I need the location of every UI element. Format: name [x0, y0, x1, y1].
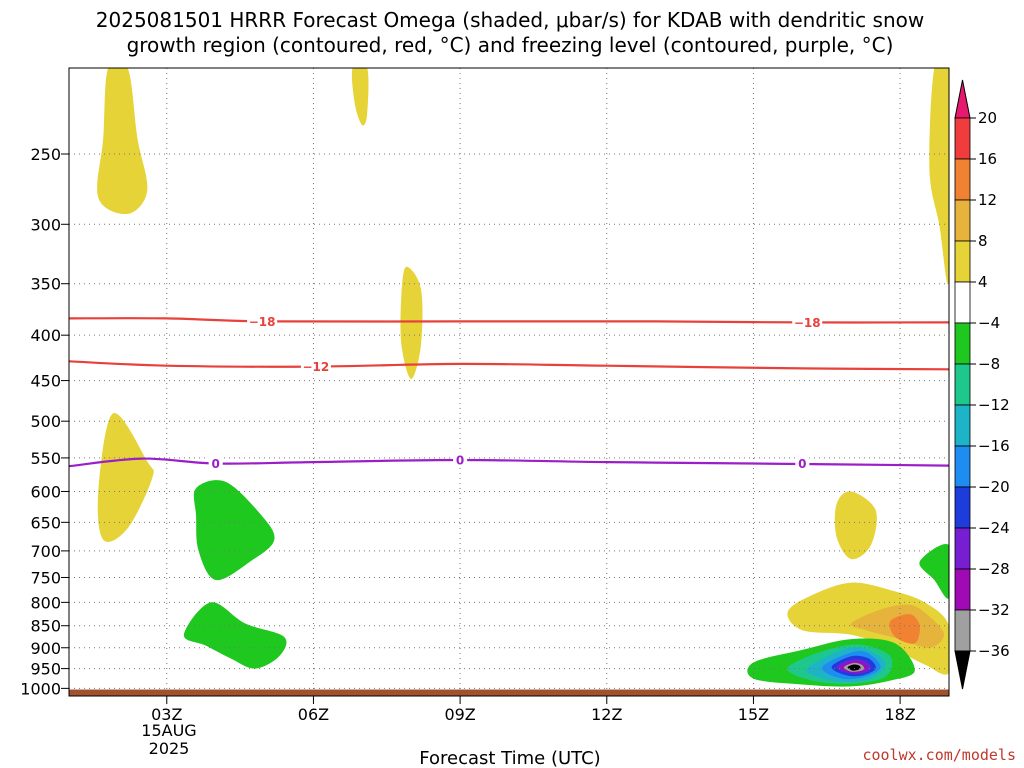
contour-label-bg-3 [208, 456, 223, 471]
y-tick-label-850: 850 [30, 617, 61, 636]
omega-region-2 [400, 266, 423, 379]
y-tick-label-600: 600 [30, 482, 61, 501]
contour-label-0: −18 [249, 315, 276, 329]
contour-label-3: 0 [211, 457, 219, 471]
colorbar-label-8: −16 [978, 437, 1010, 455]
title-line-2: growth region (contoured, red, °C) and f… [127, 33, 894, 57]
colorbar: 20 16 12 8 4 −4 −8 −12 −16 −20 −24 −28 −32 −36 [954, 79, 1010, 690]
ground-surface [69, 689, 949, 696]
omega-region-10 [183, 602, 287, 669]
y-tick-label-250: 250 [30, 145, 61, 164]
colorbar-label-12: −32 [978, 601, 1010, 619]
omega-region-5 [834, 491, 877, 560]
y-axis: 250 300 350 400 450 500 550 600 650 700 750 800 850 9… [20, 145, 69, 698]
colorbar-label-13: −36 [978, 642, 1010, 660]
colorbar-band-7 [954, 404, 971, 447]
y-tick-label-1000: 1000 [20, 679, 61, 698]
contour-line-2 [69, 457, 949, 468]
y-tick-label-450: 450 [30, 372, 61, 391]
colorbar-label-2: 12 [978, 191, 997, 209]
colorbar-band-3 [954, 240, 971, 283]
omega-region-1 [351, 68, 369, 126]
colorbar-band-12 [954, 609, 971, 652]
y-tick-label-300: 300 [30, 215, 61, 234]
omega-region-4 [929, 68, 949, 285]
colorbar-label-5: −4 [978, 314, 1000, 332]
x-tick-label-12Z: 12Z [591, 705, 622, 724]
colorbar-band-5 [954, 322, 971, 365]
y-tick-label-350: 350 [30, 275, 61, 294]
x-tick-label-09Z: 09Z [444, 705, 475, 724]
omega-region-8 [889, 614, 920, 644]
colorbar-band-6 [954, 363, 971, 406]
contour-label-2: −12 [303, 360, 330, 374]
colorbar-label-1: 16 [978, 150, 997, 168]
x-tick-label-06Z: 06Z [298, 705, 329, 724]
y-tick-label-700: 700 [30, 542, 61, 561]
colorbar-band-0 [954, 117, 971, 160]
colorbar-band-8 [954, 445, 971, 488]
contour-label-bg-0 [247, 314, 278, 329]
colorbar-band-10 [954, 527, 971, 570]
omega-region-11 [919, 544, 949, 599]
x-tick-label-15Z: 15Z [738, 705, 769, 724]
omega-region-3 [97, 412, 154, 542]
colorbar-label-7: −12 [978, 396, 1010, 414]
contour-label-1: −18 [794, 316, 821, 330]
y-tick-label-500: 500 [30, 412, 61, 431]
temperature-contours: −18 −18 −12 0 0 0 [69, 314, 949, 471]
colorbar-label-11: −28 [978, 560, 1010, 578]
x-axis-title: Forecast Time (UTC) [419, 748, 600, 768]
omega-shaded-regions [97, 68, 949, 687]
colorbar-band-2 [954, 199, 971, 242]
omega-region-0 [97, 68, 148, 215]
y-tick-label-900: 900 [30, 639, 61, 658]
colorbar-label-10: −24 [978, 519, 1010, 537]
x-tick-label-18Z: 18Z [884, 705, 915, 724]
colorbar-band-4 [954, 281, 971, 324]
contour-label-5: 0 [798, 457, 806, 471]
colorbar-band-1 [954, 158, 971, 201]
title-line-1: 2025081501 HRRR Forecast Omega (shaded, … [96, 8, 924, 32]
y-tick-label-400: 400 [30, 326, 61, 345]
contour-label-bg-4 [453, 453, 468, 468]
colorbar-label-6: −8 [978, 355, 1000, 373]
contour-label-bg-2 [300, 359, 331, 374]
colorbar-bottom-arrow [954, 650, 971, 690]
y-tick-label-950: 950 [30, 660, 61, 679]
date-label-day: 15AUG [141, 721, 196, 740]
date-label-year: 2025 [149, 739, 190, 758]
omega-region-9 [193, 480, 275, 581]
contour-line-1 [69, 360, 949, 371]
y-tick-label-750: 750 [30, 568, 61, 587]
colorbar-label-4: 4 [978, 273, 988, 291]
colorbar-top-arrow [954, 79, 971, 119]
y-tick-label-550: 550 [30, 449, 61, 468]
contour-label-bg-5 [795, 456, 810, 471]
colorbar-label-0: 20 [978, 109, 997, 127]
colorbar-band-9 [954, 486, 971, 529]
credit-text: coolwx.com/models [862, 746, 1016, 764]
y-tick-label-800: 800 [30, 593, 61, 612]
omega-region-20 [847, 664, 861, 671]
contour-label-bg-1 [792, 315, 823, 330]
ground-bar [69, 689, 949, 696]
x-tick-label-03Z: 03Z [151, 705, 182, 724]
plot-frame [68, 67, 950, 697]
colorbar-label-3: 8 [978, 232, 988, 250]
contour-label-4: 0 [456, 454, 464, 468]
y-tick-label-650: 650 [30, 513, 61, 532]
grid-lines [69, 68, 949, 696]
colorbar-band-11 [954, 568, 971, 611]
colorbar-label-9: −20 [978, 478, 1010, 496]
x-axis: 15AUG 2025 Forecast Time (UTC) 03Z 06Z 09Z… [141, 696, 916, 768]
